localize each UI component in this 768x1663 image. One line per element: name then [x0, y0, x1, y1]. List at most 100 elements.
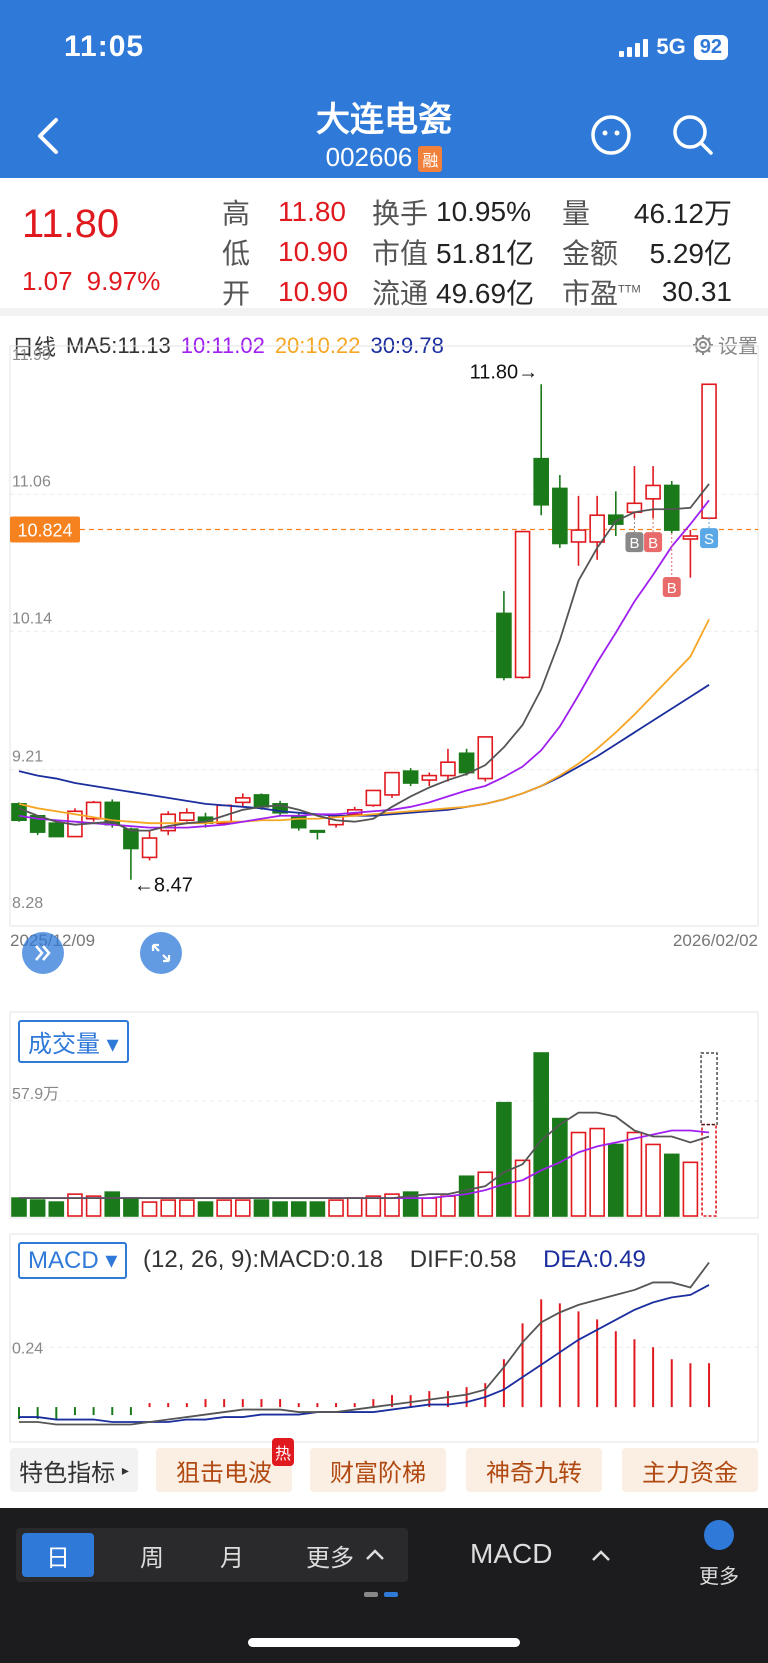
candle-body — [626, 502, 643, 514]
indicator-tab-label: 神奇九转 — [486, 1459, 582, 1487]
candle-body — [29, 814, 46, 833]
ma-legend: 日线 MA5:11.13 10:11.02 20:10.22 30:9.78 — [12, 330, 444, 362]
candle-body — [663, 484, 680, 531]
change-percent: 9.97% — [86, 266, 161, 296]
indicator-tab[interactable]: 主力资金 — [622, 1448, 758, 1492]
candle — [346, 806, 363, 816]
chat-button[interactable] — [586, 110, 636, 160]
kline-frame — [9, 345, 759, 927]
current-price-tag — [10, 516, 80, 543]
margin-badge: 融 — [418, 146, 443, 173]
open-label: 开 — [222, 278, 251, 309]
candle — [514, 530, 531, 679]
candle-body — [11, 803, 27, 822]
settings-button[interactable]: 设置 — [692, 330, 758, 359]
quote-row: 高 11.80 换手 10.95% 量 46.12万 — [222, 192, 762, 232]
status-time: 11:05 — [64, 30, 145, 63]
sell-signal: S — [700, 518, 719, 549]
turnover-value: 10.95% — [436, 196, 531, 227]
hot-badge: 热 — [271, 1438, 294, 1466]
signal-label: B — [667, 580, 677, 597]
volume-bar — [645, 1143, 661, 1217]
candle-body — [496, 612, 512, 679]
feature-indicators-button[interactable]: 特色指标 ▸ — [10, 1448, 138, 1492]
candle-body — [216, 804, 232, 824]
period-day-tab[interactable]: 日 — [22, 1533, 94, 1577]
float-cap-value: 49.69亿 — [436, 278, 535, 309]
volume-bar — [328, 1199, 344, 1217]
more-button[interactable]: 更多 — [694, 1520, 744, 1589]
candle-body — [458, 752, 475, 774]
chat-icon — [591, 115, 631, 155]
candle — [104, 799, 121, 828]
high-label: 高 — [222, 198, 251, 229]
low-label: 低 — [222, 238, 251, 269]
search-button[interactable] — [668, 110, 718, 160]
signal-label: S — [704, 531, 714, 548]
candle — [645, 466, 661, 519]
period-week-tab[interactable]: 周 — [140, 1544, 164, 1572]
volume-bar — [458, 1175, 475, 1217]
home-indicator — [248, 1638, 520, 1647]
volume-bar — [216, 1199, 232, 1217]
ma5-label: MA5:11.13 — [66, 333, 171, 358]
market-cap-value: 51.81亿 — [436, 238, 535, 269]
quote-row: 低 10.90 市值 51.81亿 金额 5.29亿 — [222, 232, 762, 272]
indicator-tab[interactable]: 狙击电波 热 — [156, 1438, 294, 1492]
candle — [253, 793, 270, 810]
candle — [272, 800, 288, 816]
status-right: 5G 92 — [619, 34, 728, 60]
candle — [440, 748, 456, 782]
signal-badge — [644, 532, 663, 553]
volume-bar — [663, 1153, 680, 1217]
indicator-selector[interactable]: MACD — [470, 1538, 612, 1570]
macd-indicator-label: MACD — [28, 1247, 99, 1274]
volume-bar — [626, 1131, 643, 1217]
volume-bar — [141, 1201, 158, 1217]
indicator-tab[interactable]: 财富阶梯 — [310, 1448, 446, 1492]
signal-label: B — [648, 535, 658, 552]
volume-indicator-label: 成交量 — [28, 1031, 100, 1058]
candle-body — [589, 514, 605, 543]
volume-bar — [235, 1199, 251, 1217]
volume-bar — [384, 1193, 400, 1217]
candle — [458, 748, 475, 776]
candle-body — [514, 530, 531, 679]
volume-bar — [365, 1195, 382, 1217]
back-button[interactable] — [28, 112, 68, 160]
volume-bar — [309, 1201, 326, 1217]
period-more-tab[interactable]: 更多 — [296, 1533, 396, 1577]
volume-bar — [67, 1193, 83, 1217]
candle-body — [48, 822, 65, 838]
chevron-left-icon — [38, 118, 58, 154]
ma10-label: 10:11.02 — [180, 333, 265, 358]
high-value: 11.80 — [278, 196, 346, 227]
volume-indicator-select[interactable]: 成交量 ▾ — [18, 1020, 129, 1063]
more-label: 更多 — [699, 1566, 739, 1588]
volume-bar — [496, 1101, 512, 1217]
candle — [402, 768, 419, 786]
volume-bar — [533, 1052, 550, 1217]
volume-bar — [570, 1131, 587, 1217]
volume-bar — [607, 1143, 624, 1217]
indicator-tabs: 特色指标 ▸ 狙击电波 热 财富阶梯 神奇九转 主力资金 — [0, 1438, 768, 1500]
expand-left-button[interactable] — [22, 932, 64, 974]
volume-bar — [123, 1197, 139, 1217]
indicator-tab[interactable]: 神奇九转 — [466, 1448, 602, 1492]
candle — [123, 827, 139, 880]
buy-signal: B — [662, 533, 681, 598]
fullscreen-button[interactable] — [140, 932, 182, 974]
macd-legend: (12, 26, 9):MACD:0.18 DIFF:0.58 DEA:0.49 — [143, 1246, 646, 1274]
candle — [663, 480, 680, 534]
ma30-label: 30:9.78 — [370, 333, 444, 358]
candle — [160, 811, 176, 836]
period-month-tab[interactable]: 月 — [220, 1544, 244, 1572]
turnover-label: 换手 — [372, 198, 429, 229]
candle-body — [253, 794, 270, 808]
candle — [533, 384, 550, 516]
pe-value: 30.31 — [661, 276, 732, 307]
candle — [48, 821, 65, 838]
macd-indicator-select[interactable]: MACD ▾ — [18, 1242, 128, 1279]
candle — [11, 802, 27, 822]
bottom-toolbar: 日 周 月 更多 MACD 更多 — [0, 1508, 768, 1663]
